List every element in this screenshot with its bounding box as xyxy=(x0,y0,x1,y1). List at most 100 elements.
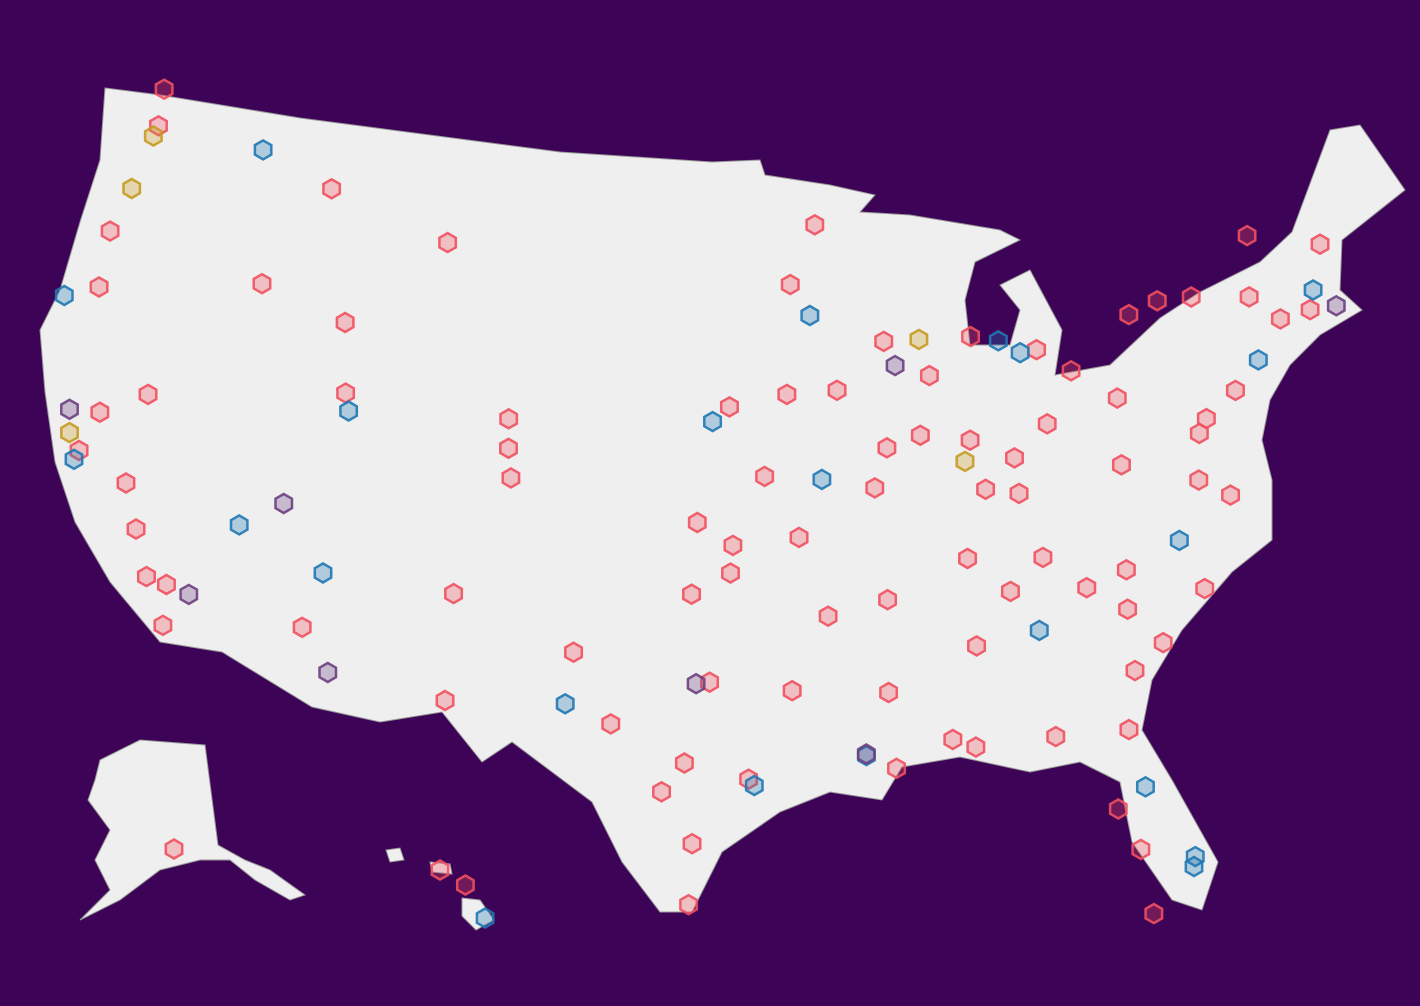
location-marker xyxy=(679,893,699,916)
location-marker xyxy=(703,410,723,433)
location-marker xyxy=(229,513,249,536)
location-marker xyxy=(723,534,743,557)
location-marker xyxy=(322,177,342,200)
location-marker xyxy=(1107,387,1127,410)
location-marker xyxy=(1131,838,1151,861)
location-marker xyxy=(818,605,838,628)
location-marker xyxy=(253,138,273,161)
location-marker xyxy=(122,177,142,200)
location-marker xyxy=(687,511,707,534)
markers xyxy=(54,78,1346,929)
location-marker xyxy=(1118,598,1138,621)
location-marker xyxy=(1237,224,1257,247)
location-marker xyxy=(885,354,905,377)
location-marker xyxy=(179,583,199,606)
location-marker xyxy=(1116,558,1136,581)
location-marker xyxy=(856,743,876,765)
location-marker xyxy=(313,562,333,584)
location-marker xyxy=(1310,233,1330,256)
location-marker xyxy=(499,437,518,460)
location-marker xyxy=(674,752,694,774)
location-marker xyxy=(910,424,930,447)
location-marker xyxy=(800,304,820,327)
location-marker xyxy=(682,583,702,606)
location-marker xyxy=(154,78,174,101)
location-marker xyxy=(499,407,519,430)
location-marker xyxy=(126,518,146,540)
location-marker xyxy=(156,573,176,596)
location-marker xyxy=(475,907,495,929)
location-marker xyxy=(430,859,450,881)
location-marker xyxy=(865,476,885,499)
location-marker xyxy=(1037,412,1057,435)
location-marker xyxy=(1169,529,1189,552)
location-marker xyxy=(252,272,272,295)
location-marker xyxy=(1270,307,1290,330)
location-marker xyxy=(1135,775,1155,798)
location-marker xyxy=(1153,631,1173,654)
location-marker xyxy=(827,379,847,402)
location-marker xyxy=(682,832,702,855)
location-marker xyxy=(961,325,981,348)
location-marker xyxy=(318,661,338,684)
location-marker xyxy=(943,728,963,751)
location-marker xyxy=(1189,469,1209,492)
location-marker xyxy=(336,382,356,405)
location-marker xyxy=(1225,379,1245,402)
location-marker xyxy=(878,588,898,611)
location-marker xyxy=(1185,845,1205,868)
location-marker xyxy=(1027,338,1047,361)
location-marker xyxy=(1221,484,1241,507)
location-marker xyxy=(339,400,359,422)
location-marker xyxy=(721,562,740,585)
location-marker xyxy=(909,328,929,351)
location-marker xyxy=(976,478,996,501)
location-marker xyxy=(777,383,797,406)
location-marker xyxy=(1303,279,1323,301)
location-marker xyxy=(564,641,584,664)
location-marker xyxy=(54,284,74,307)
location-marker xyxy=(1111,453,1131,476)
location-marker xyxy=(879,681,899,704)
location-marker xyxy=(292,616,312,639)
location-marker xyxy=(1077,576,1097,599)
location-marker xyxy=(874,330,894,353)
location-marker xyxy=(1300,298,1320,321)
location-marker xyxy=(555,692,575,715)
location-marker xyxy=(812,468,832,491)
location-marker xyxy=(988,329,1008,352)
location-marker xyxy=(744,774,764,797)
location-marker xyxy=(1239,285,1259,308)
location-marker xyxy=(601,712,621,735)
location-marker xyxy=(887,757,907,780)
location-marker xyxy=(501,466,521,489)
location-marker xyxy=(1009,482,1029,505)
location-marker xyxy=(719,395,739,418)
location-marker xyxy=(805,213,825,236)
location-marker xyxy=(89,276,109,298)
location-marker xyxy=(164,838,184,860)
location-marker xyxy=(877,436,897,459)
location-marker xyxy=(90,401,110,424)
location-marker xyxy=(335,311,355,334)
location-marker xyxy=(138,383,158,406)
location-marker xyxy=(60,398,79,421)
location-marker xyxy=(1033,546,1053,569)
location-marker xyxy=(274,492,294,515)
location-marker xyxy=(1195,577,1215,600)
location-marker xyxy=(1108,798,1128,820)
location-marker xyxy=(455,874,475,896)
location-marker xyxy=(1196,407,1216,430)
location-marker xyxy=(1248,348,1268,371)
location-marker xyxy=(1119,718,1139,741)
location-marker xyxy=(1005,446,1024,469)
location-marker xyxy=(1144,902,1164,925)
location-marker xyxy=(652,780,672,803)
location-marker xyxy=(960,429,980,452)
location-marker xyxy=(1061,359,1081,382)
location-marker xyxy=(1010,341,1030,364)
location-marker xyxy=(435,689,455,712)
location-marker xyxy=(955,450,975,473)
location-marker xyxy=(1147,289,1167,312)
